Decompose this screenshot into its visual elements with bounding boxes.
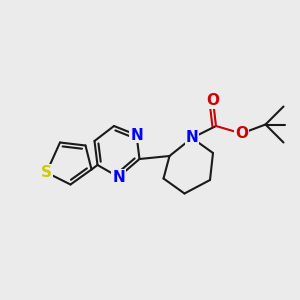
Text: N: N: [186, 130, 198, 146]
Text: O: O: [235, 126, 248, 141]
Text: N: N: [130, 128, 143, 142]
Text: N: N: [112, 169, 125, 184]
Text: O: O: [206, 93, 220, 108]
Text: S: S: [41, 165, 52, 180]
